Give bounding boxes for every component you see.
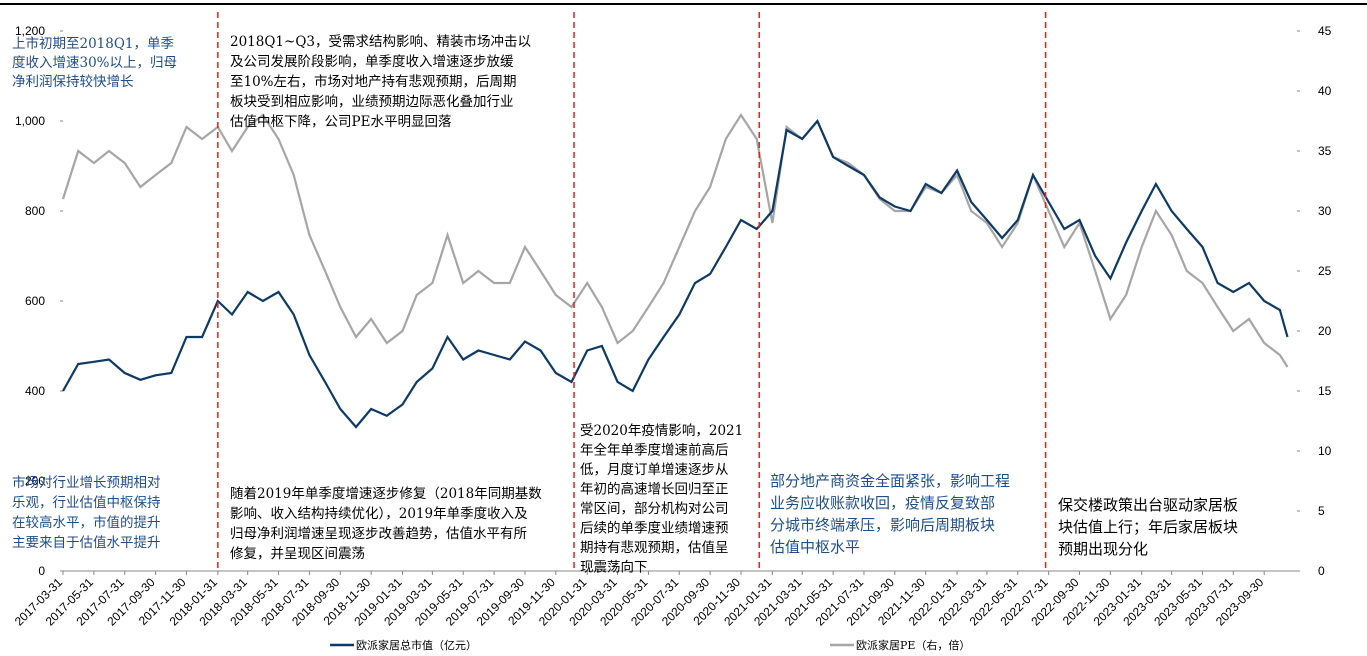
annotation-line: 影响、收入结构持续优化），2019年单季度收入及: [230, 506, 528, 522]
annotation-line: 低，月度订单增速逐步从: [580, 462, 729, 478]
annotation-line: 年初的高速增长回归至正: [580, 481, 729, 498]
y2-tick-label: 10: [1318, 444, 1332, 458]
annotation-line: 至10%左右，市场对地产持有悲观预期，后周期: [230, 73, 517, 90]
y-tick-label: 1,000: [15, 114, 45, 128]
annotation-line: 净利润保持较快增长: [12, 74, 134, 90]
annotation-line: 估值中枢下降，公司PE水平明显回落: [230, 114, 452, 130]
line-series: [62, 118, 1289, 429]
annotation-line: 期持有悲观预期，估值呈: [580, 539, 729, 556]
y2-tick-label: 45: [1318, 24, 1332, 38]
annotation-line: 归母净利润增速呈现逐步改善趋势，估值水平有所: [230, 525, 527, 542]
y2-tick-label: 25: [1318, 264, 1332, 278]
annotation-line: 常区间，部分机构对公司: [580, 501, 729, 517]
y-tick-label: 1,200: [15, 24, 45, 38]
y-tick-label: 400: [25, 384, 45, 398]
annotation-line: 分城市终端承压，影响后周期板块: [770, 516, 995, 534]
annotation-line: 修复，并呈现区间震荡: [230, 545, 365, 562]
annotation-line: 及公司发展阶段影响，单季度收入增速逐步放缓: [230, 54, 514, 70]
annotation-line: 随着2019年单季度增速逐步修复（2018年同期基数: [230, 485, 542, 502]
annotation-line: 2018Q1~Q3，受需求结构影响、精装市场冲击以: [230, 33, 531, 50]
annotation-line: 保交楼政策出台驱动家居板: [1058, 496, 1238, 514]
legend-label: 欧派家居PE（右，倍）: [856, 638, 970, 652]
annotation-line: 乐观，行业估值中枢保持: [12, 495, 161, 511]
y-tick-label: 200: [25, 474, 45, 488]
annotation-line: 主要来自于估值水平提升: [12, 535, 161, 551]
annotation-line: 部分地产商资金全面紧张，影响工程: [770, 472, 1010, 490]
annotation-line: 预期出现分化: [1058, 540, 1148, 558]
annotation-line: 年全年单季度增速前高后: [580, 442, 729, 459]
annotation-line: 现震荡向下: [580, 560, 648, 576]
annotation-line: 在较高水平，市值的提升: [12, 514, 161, 531]
y2-tick-label: 15: [1318, 384, 1332, 398]
y2-tick-label: 20: [1318, 324, 1332, 338]
y2-tick-label: 0: [1318, 564, 1325, 578]
y2-tick-label: 40: [1318, 84, 1332, 98]
y-tick-label: 600: [25, 294, 45, 308]
annotation-line: 受2020年疫情影响，2021: [580, 423, 743, 439]
annotation-line: 后续的单季度业绩增速预: [580, 521, 729, 537]
annotation-line: 度收入增速30%以上，归母: [12, 54, 177, 71]
y-tick-label: 800: [25, 204, 45, 218]
annotation-line: 市场对行业增长预期相对: [12, 474, 161, 491]
line-series: [61, 112, 1289, 368]
y-tick-label: 0: [38, 564, 45, 578]
y2-tick-label: 30: [1318, 204, 1332, 218]
y2-tick-label: 5: [1318, 504, 1325, 518]
annotation-line: 估值中枢水平: [770, 538, 860, 556]
annotation-line: 块估值上行；年后家居板块: [1058, 518, 1238, 536]
legend-label: 欧派家居总市值（亿元）: [356, 638, 477, 652]
annotation-line: 业务应收账款收回，疫情反复致部: [770, 494, 995, 512]
annotation-line: 上市初期至2018Q1，单季: [12, 35, 174, 52]
y2-tick-label: 35: [1318, 144, 1332, 158]
annotation-line: 板块受到相应影响，业绩预期边际恶化叠加行业: [230, 93, 514, 110]
